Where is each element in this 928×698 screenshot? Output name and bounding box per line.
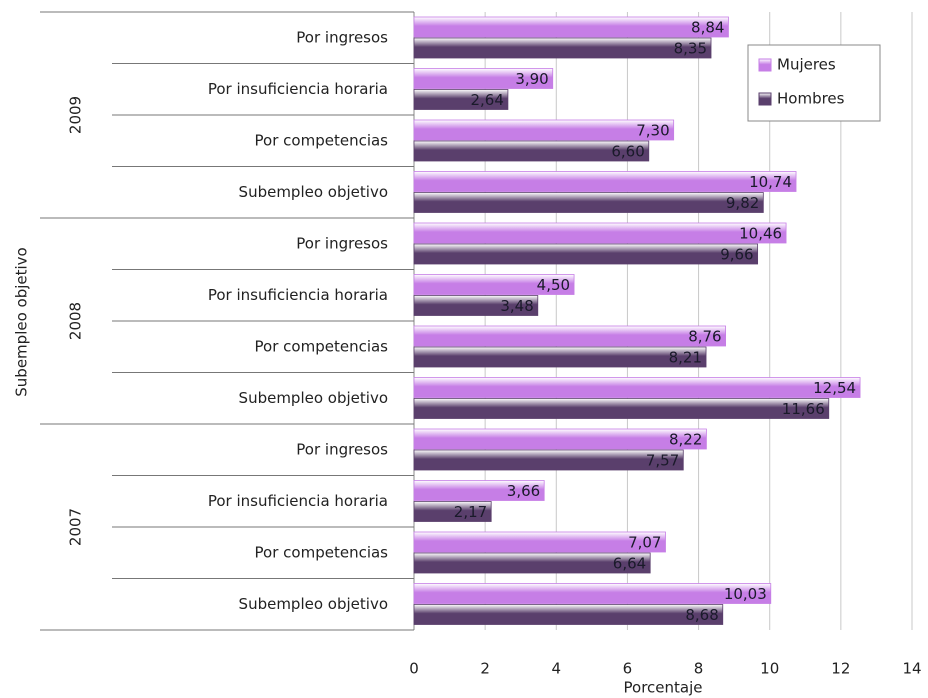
y-tick-label: Por ingresos: [296, 440, 388, 458]
legend-swatch: [758, 92, 772, 106]
value-label: 6,60: [611, 143, 644, 161]
y-tick-label: Subempleo objetivo: [239, 595, 388, 613]
y-tick-label: Por ingresos: [296, 28, 388, 46]
value-label: 8,21: [669, 349, 702, 367]
group-label: 2007: [67, 508, 85, 546]
legend-label: Hombres: [777, 90, 845, 108]
value-label: 10,74: [749, 173, 792, 191]
x-tick-label: 0: [409, 660, 419, 678]
value-label: 3,90: [515, 70, 548, 88]
value-label: 8,68: [685, 606, 718, 624]
value-label: 7,57: [646, 452, 679, 470]
value-label: 8,84: [691, 19, 724, 37]
legend-swatch: [758, 58, 772, 72]
bar: [413, 140, 650, 162]
bar: [413, 552, 651, 574]
bar: [413, 583, 772, 604]
group-label: 2009: [67, 96, 85, 134]
legend-label: Mujeres: [777, 56, 836, 74]
bar: [413, 222, 787, 244]
y-tick-label: Por insuficiencia horaria: [208, 492, 388, 510]
bar: [413, 192, 764, 213]
value-label: 8,76: [688, 328, 721, 346]
bar: [413, 119, 675, 141]
x-tick-label: 14: [902, 660, 921, 678]
x-tick-label: 12: [831, 660, 850, 678]
x-tick-label: 2: [480, 660, 490, 678]
bar: [413, 295, 539, 316]
x-tick-label: 10: [760, 660, 779, 678]
value-label: 6,64: [613, 555, 646, 573]
bar: [413, 37, 712, 59]
bar: [413, 346, 707, 368]
x-tick-label: 8: [694, 660, 704, 678]
value-label: 12,54: [813, 379, 856, 397]
bar: [413, 480, 545, 501]
value-label: 9,66: [720, 246, 753, 264]
y-tick-label: Por insuficiencia horaria: [208, 80, 388, 98]
value-label: 10,03: [724, 585, 767, 603]
value-label: 4,50: [537, 276, 570, 294]
value-label: 7,30: [636, 122, 669, 140]
bar: [413, 16, 729, 38]
value-label: 10,46: [739, 225, 782, 243]
x-axis-label: Porcentaje: [624, 679, 703, 697]
y-tick-label: Subempleo objetivo: [239, 183, 388, 201]
y-tick-label: Por insuficiencia horaria: [208, 286, 388, 304]
value-label: 7,07: [628, 534, 661, 552]
value-label: 11,66: [782, 400, 825, 418]
bar: [413, 377, 861, 398]
bar: [413, 398, 830, 419]
bar: [413, 604, 724, 625]
y-axis-label: Subempleo objetivo: [13, 247, 31, 396]
value-label: 2,17: [454, 503, 487, 521]
bar: [413, 428, 707, 450]
bar: [413, 171, 797, 192]
value-label: 2,64: [471, 91, 504, 109]
y-tick-label: Subempleo objetivo: [239, 389, 388, 407]
x-tick-label: 6: [623, 660, 633, 678]
value-label: 8,35: [674, 40, 707, 58]
bar: [413, 243, 759, 265]
bar: [413, 274, 575, 295]
y-tick-label: Por competencias: [255, 543, 389, 561]
bar: [413, 531, 666, 553]
legend-box: [747, 44, 881, 122]
y-tick-label: Por competencias: [255, 337, 389, 355]
group-label: 2008: [67, 302, 85, 340]
bar: [413, 449, 684, 471]
value-label: 3,66: [507, 482, 540, 500]
y-tick-label: Por competencias: [255, 131, 389, 149]
y-tick-label: Por ingresos: [296, 234, 388, 252]
value-label: 9,82: [726, 194, 759, 212]
x-tick-label: 4: [552, 660, 562, 678]
value-label: 8,22: [669, 431, 702, 449]
bar: [413, 501, 492, 522]
bar: [413, 89, 509, 110]
bar: [413, 325, 727, 347]
bar: [413, 68, 554, 89]
value-label: 3,48: [500, 297, 533, 315]
